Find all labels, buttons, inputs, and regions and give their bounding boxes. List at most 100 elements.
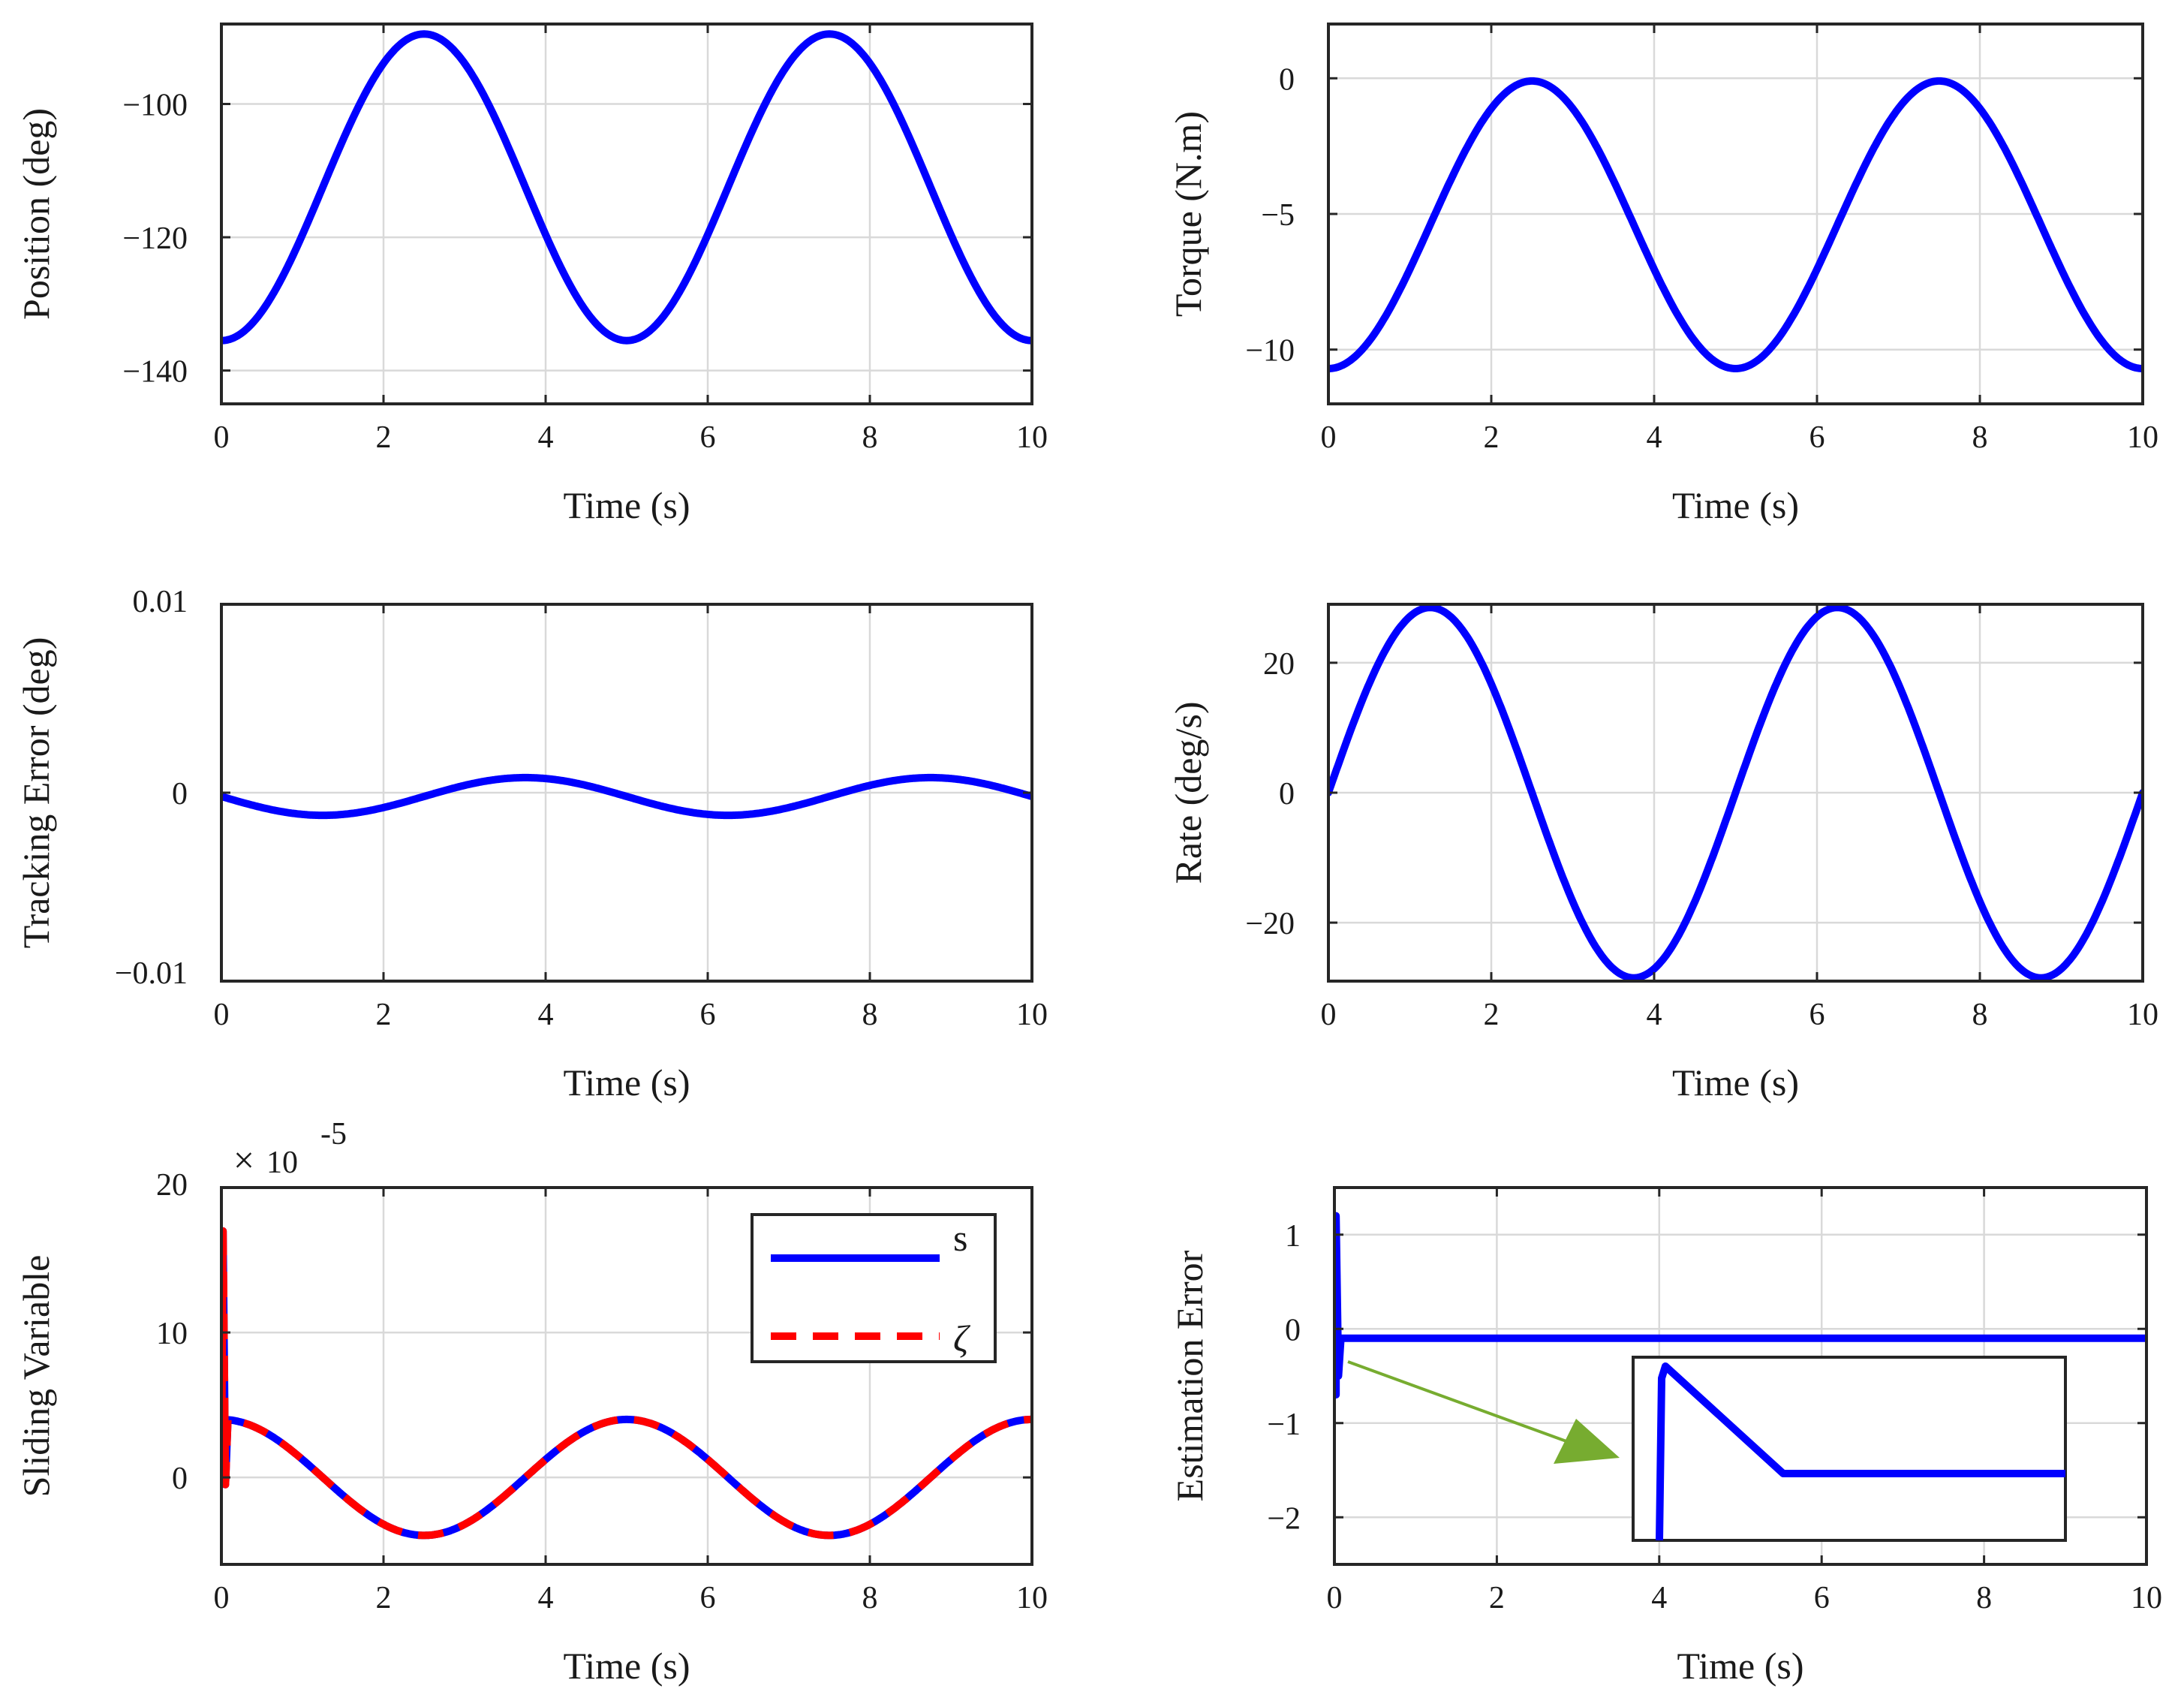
zoom-arrow-line (1347, 1360, 1575, 1446)
series-line-primary (221, 773, 1032, 820)
x-tick-label: 0 (214, 998, 230, 1032)
y-tick-label: 0 (1279, 777, 1295, 811)
rate-panel: 0 2 4 6 8 10 20 0 −20 Time (s) Rate (deg/s) (1167, 603, 2158, 1103)
inset-box (1632, 1356, 2067, 1542)
multiplier-base: 10 (266, 1146, 298, 1180)
y-axis-label: Estimation Error (1169, 1250, 1211, 1501)
tracking-error-panel: 0 2 4 6 8 10 0.01 0 −0.01 Time (s) Tracking Error … (15, 585, 1048, 1103)
y-tick-label: 0.01 (133, 585, 188, 619)
y-tick-label: 0 (1285, 1313, 1301, 1347)
x-axis-label: Time (s) (563, 1645, 690, 1687)
axes-box (220, 23, 1033, 405)
y-tick-label: −20 (1245, 907, 1295, 941)
x-tick-label: 6 (700, 1581, 716, 1615)
x-tick-label: 10 (1016, 1581, 1048, 1615)
x-tick-label: 6 (1809, 998, 1825, 1032)
plot-area (1328, 604, 2143, 981)
multiplier-times: × (233, 1139, 254, 1181)
y-tick-label: −1 (1267, 1407, 1301, 1442)
x-tick-label: 4 (538, 998, 554, 1032)
y-tick-label: −100 (122, 89, 188, 123)
x-tick-label: 8 (862, 998, 878, 1032)
y-tick-label: 20 (1263, 647, 1295, 682)
y-tick-label: 0 (172, 1462, 188, 1496)
x-tick-label: 0 (1321, 998, 1337, 1032)
x-tick-label: 10 (2131, 1581, 2162, 1615)
series-line-primary (1328, 77, 2143, 372)
legend: sζ (751, 1213, 997, 1363)
axes-box (1333, 1186, 2148, 1566)
y-axis-label: Position (deg) (15, 108, 57, 320)
x-tick-label: 8 (862, 1581, 878, 1615)
x-tick-label: 2 (1489, 1581, 1505, 1615)
x-tick-label: 8 (1972, 420, 1988, 455)
y-tick-label: −5 (1261, 198, 1295, 233)
plot-area (221, 30, 1032, 345)
y-tick-label: −0.01 (115, 956, 188, 991)
x-tick-label: 4 (538, 420, 554, 455)
x-axis-label: Time (s) (1677, 1645, 1803, 1687)
x-axis-label: Time (s) (1672, 1061, 1799, 1103)
x-tick-label: 2 (1484, 998, 1500, 1032)
x-tick-label: 0 (1327, 1581, 1343, 1615)
y-axis-label: Torque (N.m) (1167, 111, 1209, 317)
y-tick-label: −2 (1267, 1501, 1301, 1536)
x-tick-label: 6 (1809, 420, 1825, 455)
x-tick-label: 6 (1814, 1581, 1830, 1615)
x-tick-label: 6 (700, 420, 716, 455)
y-tick-label: 20 (156, 1168, 188, 1203)
x-tick-label: 0 (214, 420, 230, 455)
x-tick-label: 6 (700, 998, 716, 1032)
x-tick-label: 8 (1976, 1581, 1992, 1615)
y-tick-label: 0 (1279, 62, 1295, 97)
y-tick-label: −140 (122, 355, 188, 390)
plot-area (1334, 1212, 2146, 1399)
y-tick-label: 10 (156, 1317, 188, 1351)
series-line-secondary (221, 1227, 1032, 1540)
x-tick-label: 2 (1484, 420, 1500, 455)
zoom-arrow-head (1554, 1419, 1620, 1464)
x-tick-label: 2 (376, 998, 392, 1032)
x-tick-label: 0 (1321, 420, 1337, 455)
legend-label: ζ (953, 1317, 971, 1359)
x-tick-label: 4 (1647, 998, 1662, 1032)
legend-label: s (953, 1217, 967, 1259)
x-axis-label: Time (s) (1672, 484, 1799, 526)
y-tick-label: −10 (1245, 334, 1295, 369)
inset-series-line (1656, 1362, 2065, 1541)
series-line-primary (1328, 604, 2143, 981)
plot-area (1328, 77, 2143, 372)
y-tick-label: −120 (122, 221, 188, 256)
position-panel: 0 2 4 6 8 10 −100 −120 −140 Time (s) Position (deg… (15, 23, 1048, 526)
x-tick-label: 4 (538, 1581, 554, 1615)
x-tick-label: 2 (376, 1581, 392, 1615)
x-tick-label: 8 (1972, 998, 1988, 1032)
series-line-primary (221, 30, 1032, 345)
y-axis-label: Tracking Error (deg) (15, 637, 57, 949)
plot-area (221, 773, 1032, 820)
axes-box (220, 1186, 1033, 1566)
x-tick-label: 0 (214, 1581, 230, 1615)
y-axis-label: Sliding Variable (15, 1255, 57, 1498)
plot-area (221, 1227, 1032, 1540)
y-tick-label: 0 (172, 777, 188, 811)
x-tick-label: 4 (1651, 1581, 1667, 1615)
x-tick-label: 2 (376, 420, 392, 455)
x-tick-label: 10 (2127, 420, 2158, 455)
y-axis-label: Rate (deg/s) (1167, 702, 1209, 884)
series-line-primary (1334, 1212, 2146, 1399)
axis-multiplier: × 10 -5 (233, 1117, 347, 1181)
zoom-inset (1347, 1356, 2067, 1542)
x-tick-label: 10 (1016, 420, 1048, 455)
y-tick-label: 1 (1285, 1219, 1301, 1254)
multiplier-exponent: -5 (320, 1117, 347, 1152)
x-axis-label: Time (s) (563, 484, 690, 526)
x-axis-label: Time (s) (563, 1061, 690, 1103)
torque-panel: 0 2 4 6 8 10 0 −5 −10 Time (s) Torque (N.m) (1167, 23, 2158, 526)
x-tick-label: 10 (1016, 998, 1048, 1032)
x-tick-label: 10 (2127, 998, 2158, 1032)
x-tick-label: 8 (862, 420, 878, 455)
